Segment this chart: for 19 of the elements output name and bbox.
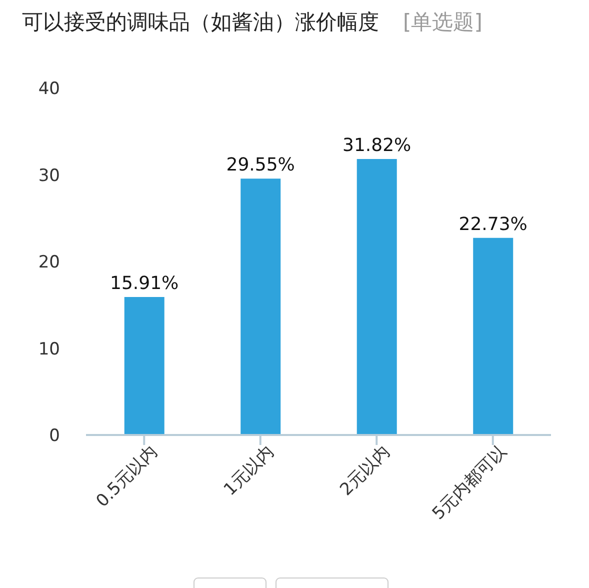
data-label: 22.73% xyxy=(458,214,528,235)
data-label: 29.55% xyxy=(226,154,295,176)
bar xyxy=(124,296,164,435)
data-label: 31.82% xyxy=(342,134,412,156)
y-tick-label: 30 xyxy=(38,166,60,186)
y-tick-label: 20 xyxy=(38,252,60,273)
x-tick-label: 5元内都可以 xyxy=(428,442,511,524)
bar xyxy=(356,158,397,435)
x-tick-label: 0.5元以内 xyxy=(92,442,162,512)
bar xyxy=(240,178,281,435)
data-label: 15.91% xyxy=(110,272,179,294)
chart-title: 可以接受的调味品（如酱油）涨价幅度 xyxy=(22,10,379,34)
x-tick-label: 2元以内 xyxy=(336,442,394,500)
y-tick-label: 10 xyxy=(38,339,60,360)
bar xyxy=(473,238,514,435)
y-tick-label: 0 xyxy=(49,426,60,446)
chart-subtitle: [单选题] xyxy=(403,10,482,34)
x-tick-label: 1元以内 xyxy=(220,442,278,500)
y-tick-label: 40 xyxy=(38,79,60,100)
